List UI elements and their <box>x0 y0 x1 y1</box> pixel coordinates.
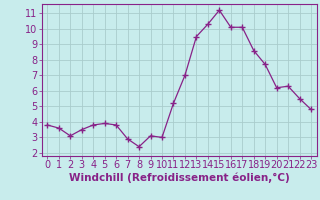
X-axis label: Windchill (Refroidissement éolien,°C): Windchill (Refroidissement éolien,°C) <box>69 173 290 183</box>
